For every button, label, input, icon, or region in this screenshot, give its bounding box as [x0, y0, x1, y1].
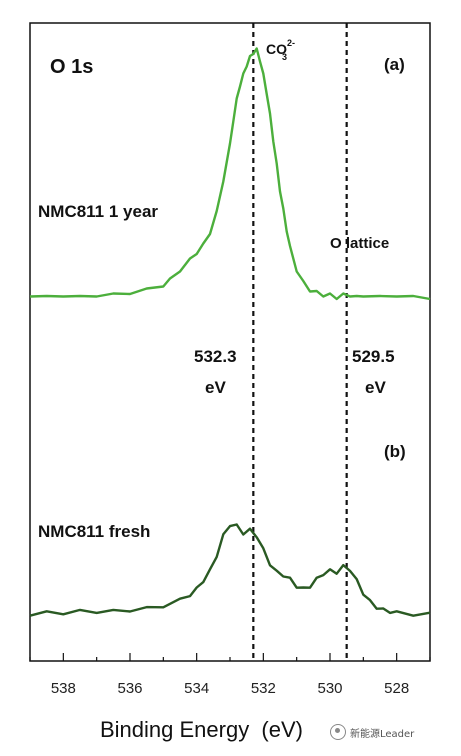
spectra: [29, 47, 431, 617]
x-tick-label: 538: [51, 680, 76, 697]
x-tick-label: 530: [317, 680, 342, 697]
plot-frame: [29, 22, 431, 662]
co3-superscript: 2-: [287, 38, 295, 48]
x-axis-title: Binding Energy (eV): [100, 717, 303, 742]
series-line-1-year: [29, 47, 431, 301]
co3-annotation: CO2-3: [266, 38, 295, 62]
ref-value-2: 529.5: [352, 347, 395, 366]
o-lattice-annotation: O lattice: [330, 235, 389, 252]
series-label-1-year: NMC811 1 year: [38, 202, 158, 221]
ref-unit-1: eV: [205, 378, 226, 397]
co3-base: CO: [266, 41, 287, 57]
x-tick-label: 534: [184, 680, 209, 697]
watermark: 新能源Leader: [330, 724, 414, 740]
corner-label: O 1s: [50, 56, 93, 78]
x-axis-ticks: 538 536 534 532 530 528: [29, 653, 431, 697]
x-tick-label: 536: [117, 680, 142, 697]
ref-value-1: 532.3: [194, 347, 237, 366]
watermark-icon: [330, 724, 346, 740]
ref-unit-2: eV: [365, 378, 386, 397]
series-label-fresh: NMC811 fresh: [38, 522, 150, 541]
watermark-text: 新能源Leader: [350, 728, 415, 740]
panel-label-a: (a): [384, 55, 405, 74]
x-tick-label: 528: [384, 680, 409, 697]
x-tick-label: 532: [251, 680, 276, 697]
reference-lines: [252, 23, 348, 661]
co3-subscript: 3: [282, 52, 287, 62]
series-line-fresh: [29, 523, 431, 617]
panel-label-b: (b): [384, 442, 406, 461]
